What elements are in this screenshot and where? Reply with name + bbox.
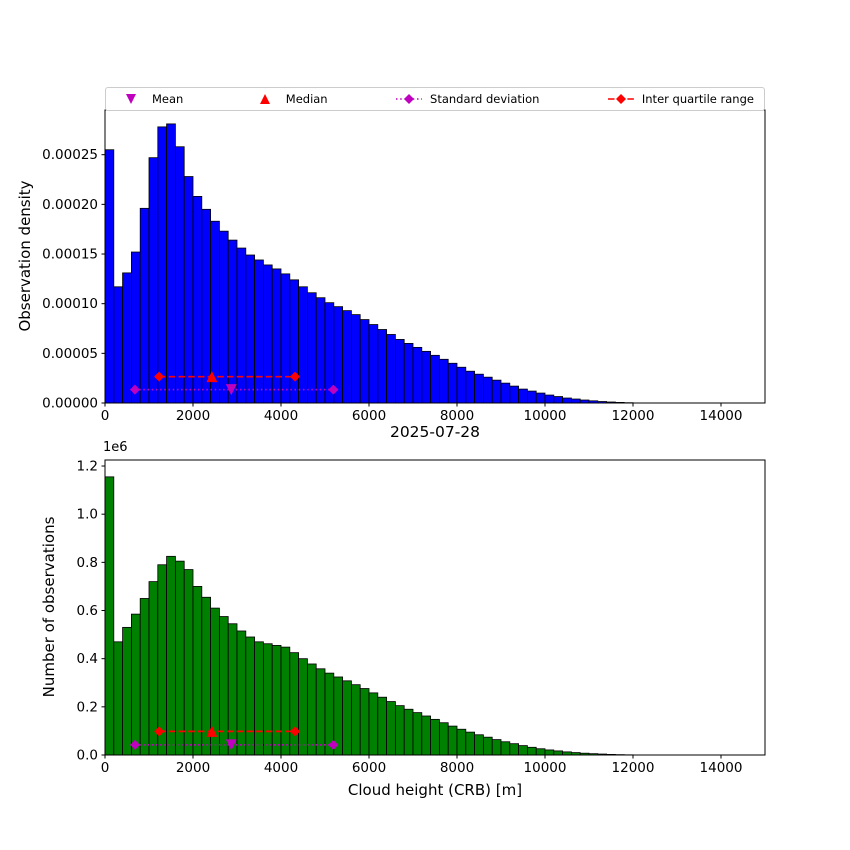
svg-text:14000: 14000 — [700, 760, 743, 776]
svg-text:0.8: 0.8 — [77, 555, 98, 571]
svg-text:10000: 10000 — [524, 760, 567, 776]
legend: Mean Median Standard deviation Inter qua… — [105, 87, 765, 111]
mean-marker — [225, 384, 237, 396]
svg-text:0.2: 0.2 — [77, 699, 98, 715]
legend-item-inter-quartile-range: Inter quartile range — [606, 92, 754, 106]
histogram-bars — [104, 476, 634, 756]
svg-text:2000: 2000 — [176, 760, 210, 776]
svg-text:0.00025: 0.00025 — [42, 147, 98, 163]
top-histogram-observation-density: 0 2000 4000 6000 8000 10000 12000 140000.000000… — [42, 109, 766, 424]
svg-text:0: 0 — [101, 408, 110, 424]
svg-text:0.00010: 0.00010 — [42, 296, 98, 312]
svg-text:6000: 6000 — [352, 408, 386, 424]
median-marker — [206, 725, 218, 737]
svg-text:0.4: 0.4 — [77, 651, 98, 667]
svg-text:14000: 14000 — [700, 408, 743, 424]
y-axis: 0.00000 0.00005 0.00010 0.00015 0.00020 0.000… — [42, 147, 105, 412]
legend-label-standard-deviation: Standard deviation — [430, 92, 540, 106]
y-axis-offset-label: 1e6 — [103, 440, 128, 455]
svg-text:0.0: 0.0 — [77, 748, 98, 764]
svg-text:8000: 8000 — [440, 760, 474, 776]
x-axis-label: Cloud height (CRB) [m] — [347, 781, 523, 799]
legend-item-median: Median — [250, 92, 328, 106]
svg-text:8000: 8000 — [440, 408, 474, 424]
svg-text:6000: 6000 — [352, 760, 386, 776]
svg-text:0.6: 0.6 — [77, 603, 98, 619]
iqr-line — [154, 371, 301, 382]
legend-label-mean: Mean — [152, 92, 184, 106]
iqr-diamond-icon — [607, 94, 634, 104]
legend-label-inter-quartile-range: Inter quartile range — [641, 92, 754, 106]
svg-text:0.00020: 0.00020 — [42, 197, 98, 213]
std-deviation-line — [129, 739, 339, 750]
legend-item-standard-deviation: Standard deviation — [394, 92, 539, 106]
svg-text:4000: 4000 — [264, 760, 298, 776]
legend-label-median: Median — [285, 92, 328, 106]
std-deviation-diamond-icon — [396, 94, 423, 104]
median-marker — [206, 371, 218, 383]
svg-text:1.2: 1.2 — [77, 459, 98, 475]
x-axis: 0 2000 4000 6000 8000 10000 12000 14000 — [101, 755, 743, 776]
bottom-histogram-number-of-observations: 0 2000 4000 6000 8000 10000 12000 140000.00.20.… — [77, 459, 766, 776]
std-deviation-line — [129, 384, 339, 395]
plot-frame — [104, 459, 766, 756]
legend-item-mean: Mean — [116, 92, 183, 106]
svg-text:0.00005: 0.00005 — [42, 346, 98, 362]
y-axis: 0.0 0.2 0.4 0.6 0.8 1.0 1.2 — [77, 459, 105, 764]
x-axis: 0 2000 4000 6000 8000 10000 12000 14000 — [101, 403, 743, 424]
mean-marker — [225, 739, 237, 751]
figure-title: 2025-07-28 — [389, 423, 481, 441]
svg-text:2000: 2000 — [176, 408, 210, 424]
histogram-bars — [104, 123, 634, 404]
mean-triangle-icon — [126, 94, 136, 104]
svg-text:10000: 10000 — [524, 408, 567, 424]
svg-text:12000: 12000 — [612, 760, 655, 776]
svg-text:12000: 12000 — [612, 408, 655, 424]
svg-text:0.00000: 0.00000 — [42, 396, 98, 412]
iqr-line — [154, 726, 301, 737]
y-axis-label-top: Observation density — [16, 180, 34, 332]
y-axis-label-bottom: Number of observations — [40, 516, 58, 698]
svg-text:1.0: 1.0 — [77, 507, 98, 523]
svg-text:0: 0 — [101, 760, 110, 776]
median-triangle-icon — [259, 94, 270, 104]
svg-text:0.00015: 0.00015 — [42, 247, 98, 263]
svg-text:4000: 4000 — [264, 408, 298, 424]
